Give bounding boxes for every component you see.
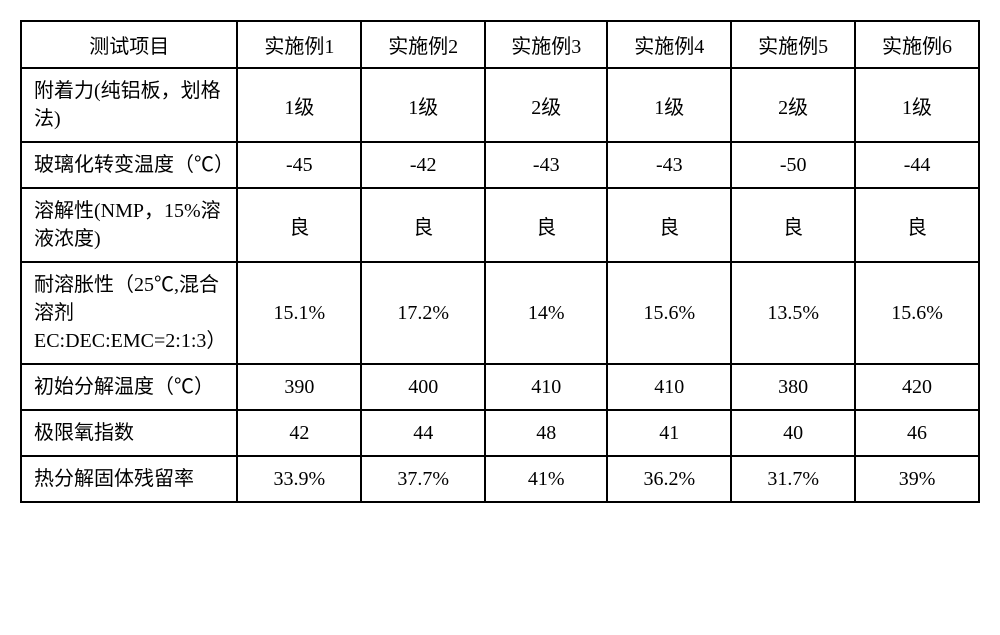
column-header-example-5: 实施例5 — [731, 21, 855, 68]
column-header-example-3: 实施例3 — [485, 21, 607, 68]
cell-value: -43 — [485, 142, 607, 188]
column-header-test-item: 测试项目 — [21, 21, 237, 68]
cell-value: 44 — [361, 410, 485, 456]
cell-value: 良 — [607, 188, 731, 262]
cell-value: 14% — [485, 262, 607, 364]
row-header-swelling-resistance: 耐溶胀性（25℃,混合溶剂EC:DEC:EMC=2:1:3） — [21, 262, 237, 364]
cell-value: 41% — [485, 456, 607, 502]
row-header-solubility: 溶解性(NMP，15%溶液浓度) — [21, 188, 237, 262]
table-row: 玻璃化转变温度（℃） -45 -42 -43 -43 -50 -44 — [21, 142, 979, 188]
cell-value: 33.9% — [237, 456, 361, 502]
table-row: 耐溶胀性（25℃,混合溶剂EC:DEC:EMC=2:1:3） 15.1% 17.… — [21, 262, 979, 364]
cell-value: 1级 — [361, 68, 485, 142]
results-table: 测试项目 实施例1 实施例2 实施例3 实施例4 实施例5 实施例6 附着力(纯… — [20, 20, 980, 503]
table-row: 极限氧指数 42 44 48 41 40 46 — [21, 410, 979, 456]
cell-value: 400 — [361, 364, 485, 410]
cell-value: -42 — [361, 142, 485, 188]
cell-value: 380 — [731, 364, 855, 410]
table-row: 附着力(纯铝板，划格法) 1级 1级 2级 1级 2级 1级 — [21, 68, 979, 142]
cell-value: 17.2% — [361, 262, 485, 364]
cell-value: 31.7% — [731, 456, 855, 502]
cell-value: -45 — [237, 142, 361, 188]
cell-value: 良 — [731, 188, 855, 262]
cell-value: 48 — [485, 410, 607, 456]
cell-value: 46 — [855, 410, 979, 456]
row-header-initial-decomposition: 初始分解温度（℃） — [21, 364, 237, 410]
column-header-example-4: 实施例4 — [607, 21, 731, 68]
cell-value: 42 — [237, 410, 361, 456]
cell-value: 1级 — [237, 68, 361, 142]
cell-value: -50 — [731, 142, 855, 188]
table-row: 初始分解温度（℃） 390 400 410 410 380 420 — [21, 364, 979, 410]
cell-value: 410 — [607, 364, 731, 410]
cell-value: -43 — [607, 142, 731, 188]
cell-value: 36.2% — [607, 456, 731, 502]
cell-value: 13.5% — [731, 262, 855, 364]
row-header-limiting-oxygen-index: 极限氧指数 — [21, 410, 237, 456]
cell-value: 良 — [485, 188, 607, 262]
row-header-glass-transition: 玻璃化转变温度（℃） — [21, 142, 237, 188]
row-header-thermal-residue: 热分解固体残留率 — [21, 456, 237, 502]
cell-value: 2级 — [485, 68, 607, 142]
cell-value: 420 — [855, 364, 979, 410]
cell-value: 良 — [237, 188, 361, 262]
cell-value: 37.7% — [361, 456, 485, 502]
table-row: 溶解性(NMP，15%溶液浓度) 良 良 良 良 良 良 — [21, 188, 979, 262]
row-header-adhesion: 附着力(纯铝板，划格法) — [21, 68, 237, 142]
column-header-example-6: 实施例6 — [855, 21, 979, 68]
cell-value: 390 — [237, 364, 361, 410]
cell-value: 1级 — [855, 68, 979, 142]
cell-value: 410 — [485, 364, 607, 410]
cell-value: 2级 — [731, 68, 855, 142]
cell-value: 15.6% — [607, 262, 731, 364]
cell-value: -44 — [855, 142, 979, 188]
cell-value: 良 — [361, 188, 485, 262]
column-header-example-1: 实施例1 — [237, 21, 361, 68]
cell-value: 15.1% — [237, 262, 361, 364]
column-header-example-2: 实施例2 — [361, 21, 485, 68]
table-row: 热分解固体残留率 33.9% 37.7% 41% 36.2% 31.7% 39% — [21, 456, 979, 502]
table-header-row: 测试项目 实施例1 实施例2 实施例3 实施例4 实施例5 实施例6 — [21, 21, 979, 68]
cell-value: 15.6% — [855, 262, 979, 364]
cell-value: 41 — [607, 410, 731, 456]
cell-value: 40 — [731, 410, 855, 456]
cell-value: 1级 — [607, 68, 731, 142]
cell-value: 良 — [855, 188, 979, 262]
cell-value: 39% — [855, 456, 979, 502]
